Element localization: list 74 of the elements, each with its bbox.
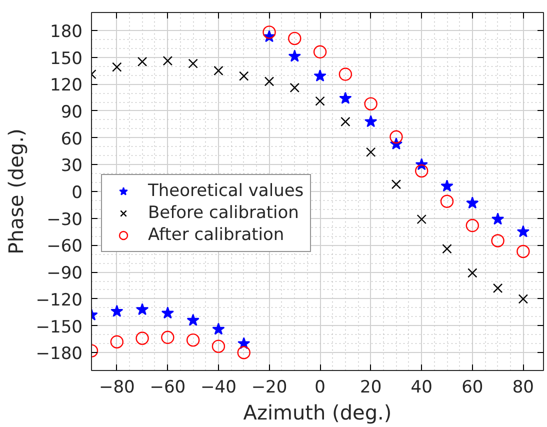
y-tick-label: −60	[46, 236, 83, 257]
point	[466, 218, 479, 232]
point	[110, 335, 124, 348]
point	[364, 97, 378, 110]
point	[264, 76, 274, 86]
point	[212, 340, 226, 353]
point	[110, 304, 124, 317]
y-tick-label: −180	[36, 344, 83, 364]
point	[290, 82, 300, 93]
x-tick-label: −20	[251, 378, 288, 398]
point	[440, 180, 454, 192]
point	[440, 194, 454, 208]
point	[186, 314, 200, 326]
point	[136, 303, 149, 316]
point	[516, 244, 530, 258]
point	[237, 346, 250, 360]
point	[288, 50, 301, 62]
point	[468, 268, 478, 278]
point	[491, 234, 504, 248]
point	[313, 45, 327, 58]
point	[161, 306, 174, 319]
point	[492, 283, 503, 294]
y-tick-label: 30	[60, 156, 83, 176]
point	[466, 196, 479, 209]
y-tick-label: 120	[50, 76, 83, 96]
x-tick-label: −80	[98, 378, 135, 398]
point	[516, 225, 530, 238]
point	[239, 71, 249, 81]
y-tick-label: −150	[36, 317, 83, 338]
point	[315, 96, 325, 106]
y-tick-label: 0	[72, 183, 83, 203]
y-tick-label: 90	[60, 102, 83, 122]
point	[491, 212, 504, 225]
point	[390, 130, 403, 144]
point	[364, 115, 378, 128]
x-tick-label: −40	[200, 378, 236, 398]
point	[162, 56, 173, 66]
point	[518, 294, 528, 304]
point	[314, 69, 326, 82]
point	[338, 68, 352, 81]
x-tick-label: 40	[410, 378, 432, 398]
x-axis-title: Azimuth (deg.)	[243, 400, 392, 424]
point	[366, 147, 376, 157]
legend-label: Theoretical values	[148, 181, 304, 201]
point	[391, 179, 402, 190]
point	[136, 332, 149, 345]
y-tick-label: −90	[46, 264, 83, 284]
point	[288, 32, 302, 46]
point	[112, 62, 122, 72]
point	[339, 92, 352, 104]
point	[442, 244, 452, 254]
legend-label: After calibration	[148, 225, 284, 245]
y-tick-label: 60	[60, 129, 83, 150]
point	[416, 214, 426, 224]
y-axis-title: Phase (deg.)	[4, 128, 28, 254]
point	[212, 322, 225, 335]
point	[137, 56, 148, 67]
legend-label: Before calibration	[148, 203, 299, 223]
x-tick-label: 20	[360, 378, 382, 398]
point	[161, 330, 174, 344]
x-tick-label: 80	[512, 378, 534, 398]
x-tick-label: −60	[150, 378, 186, 398]
x-tick-label: 60	[462, 378, 484, 398]
point	[186, 333, 200, 347]
point	[262, 26, 276, 39]
y-tick-label: 180	[50, 22, 83, 42]
point	[340, 116, 350, 127]
point	[415, 164, 428, 178]
y-tick-label: −30	[46, 210, 83, 230]
point	[188, 58, 198, 68]
x-tick-label: 0	[314, 378, 326, 398]
y-tick-label: 150	[50, 48, 83, 69]
point	[214, 66, 224, 76]
y-tick-label: −120	[36, 290, 83, 310]
